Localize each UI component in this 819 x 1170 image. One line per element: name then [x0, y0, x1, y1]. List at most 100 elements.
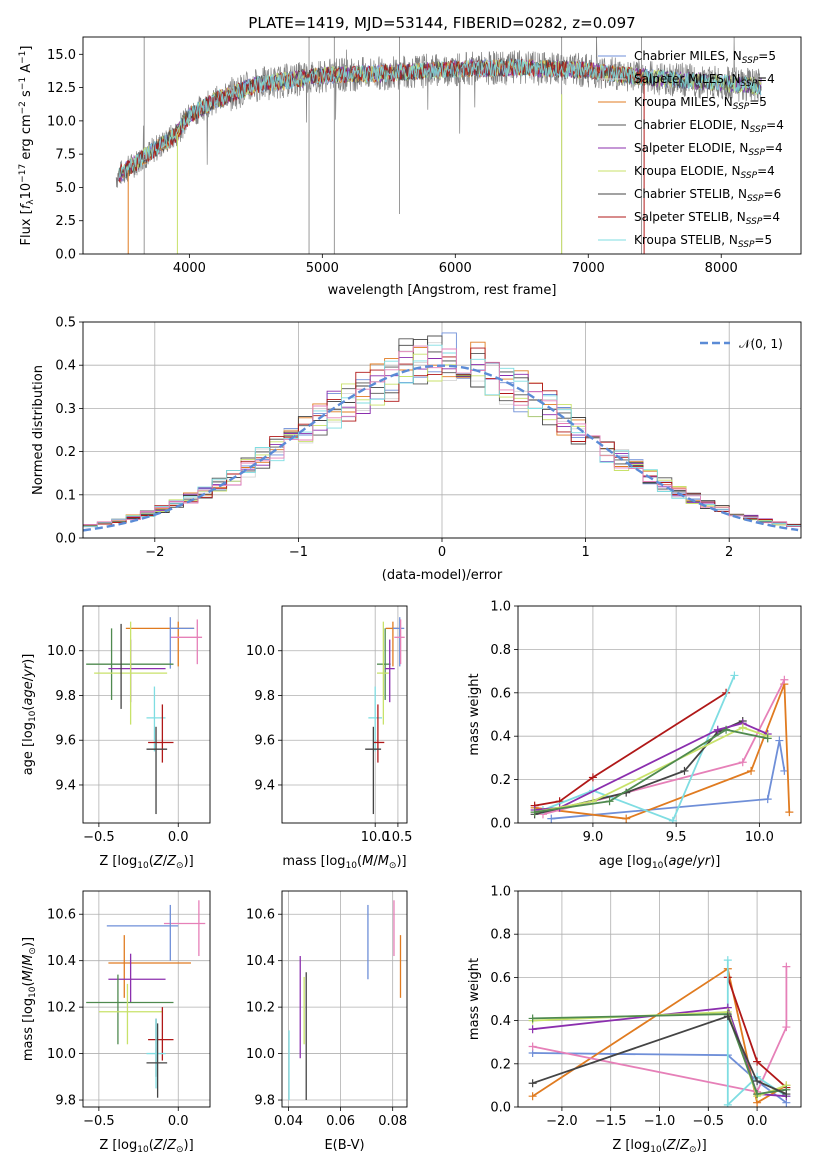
weight-line — [542, 679, 786, 816]
y-axis-label: age [log10(age/yr)] — [21, 654, 38, 776]
legend-nssp-prefix: , N — [730, 187, 747, 201]
y-tick-label: 0.3 — [55, 402, 76, 417]
y-tick-label: 10.0 — [47, 1047, 76, 1062]
y-axis-label: mass weight — [467, 958, 482, 1040]
weight-marker — [528, 1079, 537, 1088]
legend-nssp-value: 4 — [767, 72, 775, 86]
x-tick-label: 10.5 — [383, 830, 412, 845]
legend-nssp-prefix: , N — [724, 72, 741, 86]
y-tick-label: 0.6 — [490, 971, 511, 986]
x-tick-label: 10.0 — [361, 830, 390, 845]
ticks: −2.0 −1.5 −1.0 −0.5 0.0 0.0 0.2 0.4 0.6 0.8 1.0 — [490, 885, 767, 1130]
data-point-errorbar — [368, 686, 382, 752]
x-tick-label: 4000 — [173, 261, 206, 276]
age-vs-metallicity-panel: −0.5 0.0 9.4 9.6 9.8 10.0 Z [log10(Z/Z⊙)] age [… — [21, 605, 211, 871]
legend-entry: Kroupa ELODIE, NSSP=4 — [634, 164, 775, 181]
data-point-errorbar — [86, 974, 174, 1045]
x-tick-label: 9.5 — [666, 830, 687, 845]
plot-frame — [82, 36, 802, 255]
legend-entry: Chabrier ELODIE, NSSP=4 — [634, 118, 784, 135]
weight-marker — [528, 1042, 537, 1051]
y-tick-label: 0.8 — [490, 643, 511, 658]
data-point-errorbar — [86, 628, 174, 700]
weight-marker — [622, 814, 631, 823]
ticks: −2 −1 0 1 2 0.0 0.1 0.2 0.3 0.4 0.5 — [55, 316, 733, 561]
weight-marker — [782, 1090, 791, 1099]
y-tick-label: 2.5 — [55, 214, 76, 229]
legend-nssp-eq: = — [764, 187, 774, 201]
x-tick-label: 2 — [725, 545, 733, 560]
grid — [518, 605, 801, 824]
spectrum-plot-area: 4000 5000 6000 7000 8000 0.0 2.5 5.0 7.5 10.0 12.5… — [18, 36, 802, 298]
error-bars — [86, 900, 206, 1098]
y-axis-label: Normed distribution — [31, 365, 46, 495]
y-tick-label: 7.5 — [55, 148, 76, 163]
weight-marker — [528, 1092, 537, 1101]
weight-marker — [723, 1012, 732, 1021]
weight-marker — [782, 1023, 791, 1032]
weight-marker — [785, 808, 794, 817]
x-tick-label: 1 — [581, 545, 589, 560]
data-point-errorbar — [108, 935, 191, 998]
data-point-errorbar — [146, 1023, 168, 1098]
data-point-errorbar — [373, 704, 385, 763]
weight-series — [530, 680, 794, 823]
x-axis-label: Z [log10(Z/Z⊙)] — [99, 1138, 193, 1155]
x-tick-label: 0.0 — [168, 830, 189, 845]
weight-marker — [763, 795, 772, 804]
legend-nssp-sub: SSP — [747, 194, 764, 204]
residual-histogram-step — [83, 345, 801, 527]
data-point-errorbar — [106, 904, 179, 961]
y-tick-label: 0.0 — [55, 532, 76, 547]
x-tick-label: 8000 — [705, 261, 738, 276]
y-tick-label: 0.0 — [490, 1101, 511, 1116]
legend-nssp-prefix: , N — [716, 95, 733, 109]
legend-name: Chabrier STELIB — [634, 187, 730, 201]
y-tick-label: 10.6 — [246, 908, 275, 923]
y-tick-label: 10.0 — [246, 644, 275, 659]
data-point-errorbar — [170, 619, 203, 665]
y-tick-label: 0.0 — [490, 817, 511, 832]
weight-marker — [775, 736, 784, 745]
y-tick-label: 0.4 — [490, 730, 511, 745]
legend-nssp-eq: = — [762, 210, 772, 224]
y-axis-label: Flux [fλ10−17 erg cm−2 s−1 A−1] — [18, 46, 36, 246]
legend-entry: Salpeter MILES, NSSP=4 — [634, 72, 775, 89]
y-tick-label: 9.4 — [254, 778, 275, 793]
y-tick-label: 0.5 — [55, 316, 76, 331]
weight-line — [551, 740, 786, 820]
y-tick-label: 9.8 — [55, 1094, 76, 1109]
grid — [83, 606, 210, 823]
data-point-errorbar — [108, 639, 166, 703]
plot-frame — [281, 890, 408, 1108]
legend-entry: 𝒩(0, 1) — [739, 337, 783, 351]
weight-marker — [738, 723, 747, 732]
x-tick-label: 0.08 — [378, 1114, 407, 1129]
normal-distribution-curve — [83, 364, 799, 532]
legend-nssp-sub: SSP — [738, 240, 755, 250]
y-tick-label: 0.1 — [55, 488, 76, 503]
x-axis-label: Z [log10(Z/Z⊙)] — [99, 854, 193, 871]
data-point-errorbar — [98, 983, 163, 1045]
y-tick-label: 10.2 — [246, 1001, 275, 1016]
y-tick-label: 10.0 — [246, 1047, 275, 1062]
legend-nssp-eq: = — [766, 118, 776, 132]
data-point-errorbar — [385, 639, 395, 703]
y-tick-label: 9.4 — [55, 778, 76, 793]
x-tick-label: −1.0 — [644, 1114, 676, 1129]
data-point-errorbar — [169, 617, 195, 669]
weight-line — [532, 966, 788, 1093]
weight-marker — [528, 1014, 537, 1023]
error-bars — [365, 617, 405, 815]
mass-vs-metallicity-panel: −0.5 0.0 9.8 10.0 10.2 10.4 10.6 Z [log10(Z/Z⊙)… — [21, 890, 211, 1155]
legend-nssp-sub: SSP — [750, 125, 767, 135]
weight-marker — [730, 671, 739, 680]
x-tick-label: 0.06 — [326, 1114, 355, 1129]
x-tick-label: 0 — [438, 545, 446, 560]
y-axis-label: mass weight — [467, 673, 482, 755]
chart-title: PLATE=1419, MJD=53144, FIBERID=0282, z=0… — [248, 14, 635, 32]
weight-line — [726, 960, 787, 1107]
model-fit-line — [118, 58, 762, 178]
